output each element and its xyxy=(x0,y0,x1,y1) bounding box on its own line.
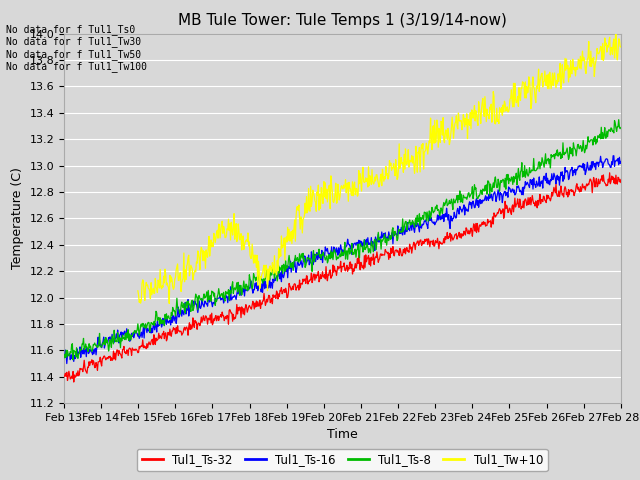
X-axis label: Time: Time xyxy=(327,429,358,442)
Title: MB Tule Tower: Tule Temps 1 (3/19/14-now): MB Tule Tower: Tule Temps 1 (3/19/14-now… xyxy=(178,13,507,28)
Y-axis label: Temperature (C): Temperature (C) xyxy=(11,168,24,269)
Legend: Tul1_Ts-32, Tul1_Ts-16, Tul1_Ts-8, Tul1_Tw+10: Tul1_Ts-32, Tul1_Ts-16, Tul1_Ts-8, Tul1_… xyxy=(137,449,548,471)
Text: No data for f Tul1_Ts0
No data for f Tul1_Tw30
No data for f Tul1_Tw50
No data f: No data for f Tul1_Ts0 No data for f Tul… xyxy=(6,24,147,72)
